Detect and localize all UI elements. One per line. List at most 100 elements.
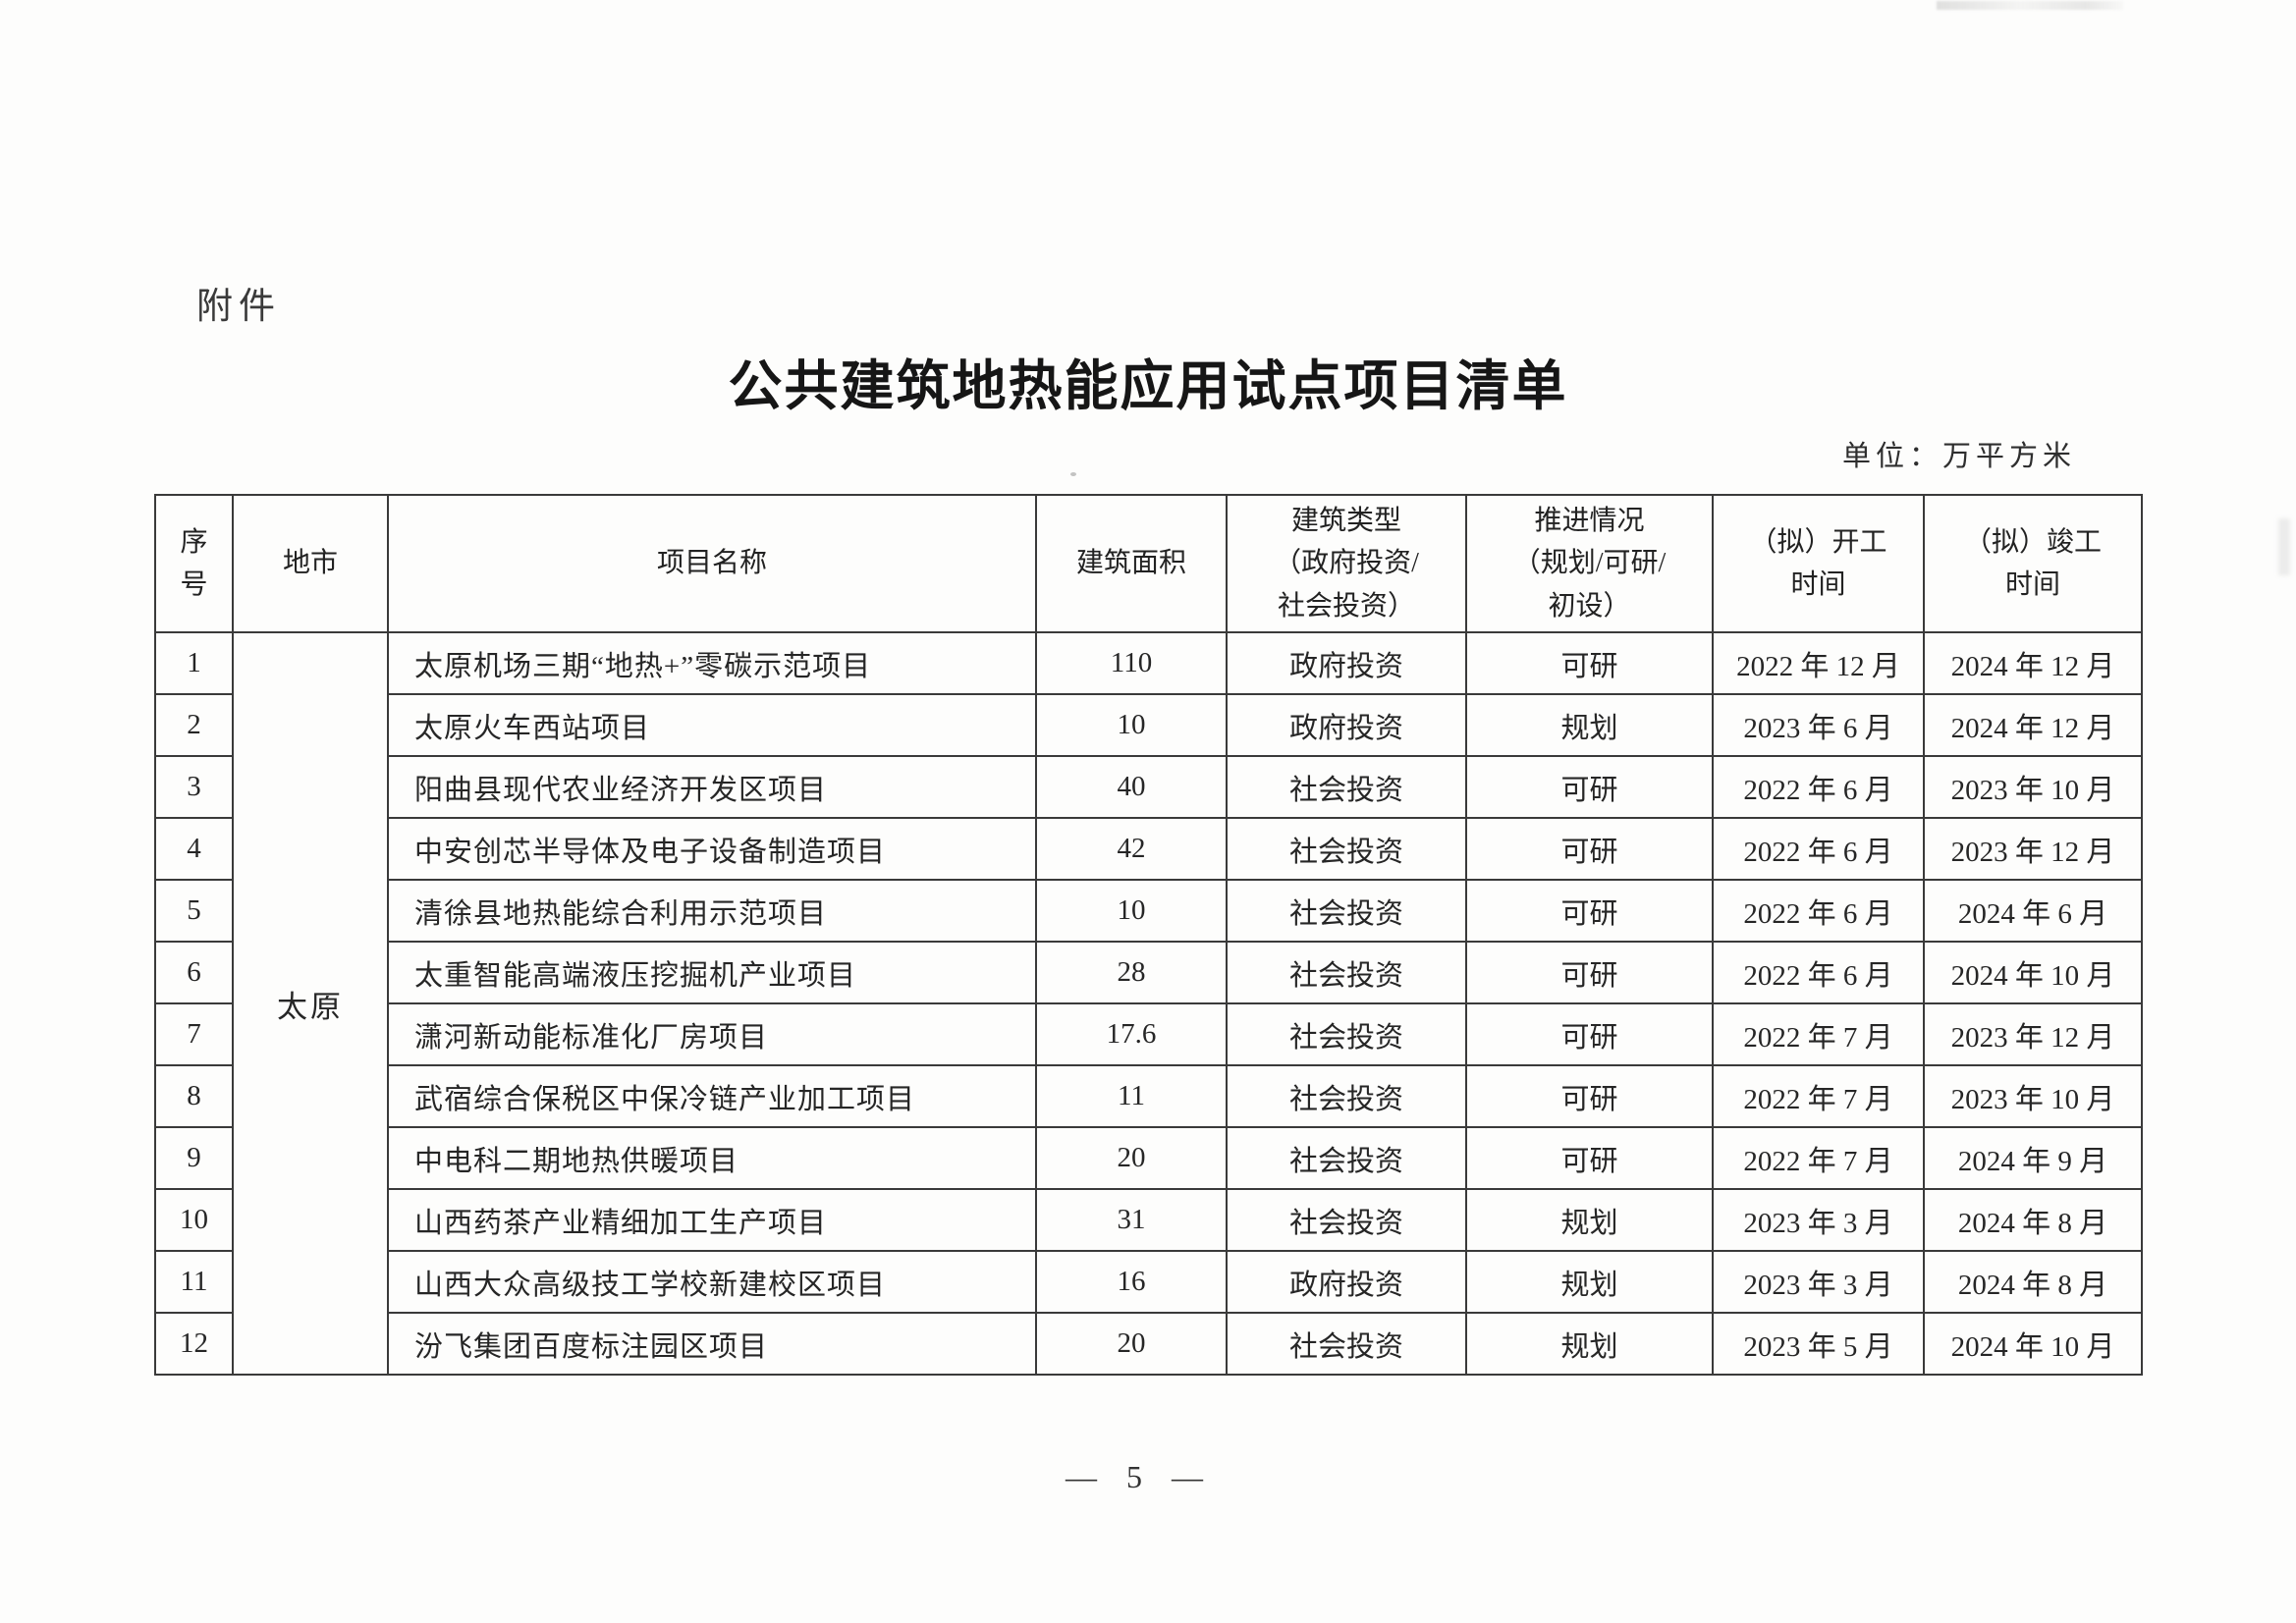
progress-cell: 规划 (1465, 693, 1714, 757)
area-cell: 28 (1035, 941, 1228, 1004)
seq-cell: 11 (154, 1250, 234, 1314)
progress-cell: 可研 (1465, 1064, 1714, 1128)
progress-cell: 规划 (1465, 1250, 1714, 1314)
table-row: 10 山西药茶产业精细加工生产项目 31 社会投资 规划 2023 年 3 月 … (154, 1188, 2143, 1252)
end-date-cell: 2024 年 8 月 (1923, 1188, 2143, 1252)
end-date-cell: 2024 年 12 月 (1923, 631, 2143, 695)
seq-cell: 10 (154, 1188, 234, 1252)
attachment-label: 附件 (196, 287, 281, 327)
projects-table: 序 号 地市 项目名称 建筑面积 建筑类型 （政府投资/ 社会投资） 推进情况 … (154, 494, 2143, 1376)
start-date-cell: 2022 年 6 月 (1712, 755, 1925, 819)
area-cell: 16 (1035, 1250, 1228, 1314)
seq-cell: 6 (154, 941, 234, 1004)
seq-cell: 2 (154, 693, 234, 757)
col-header-start: （拟）开工 时间 (1712, 494, 1925, 633)
end-date-cell: 2023 年 12 月 (1923, 817, 2143, 881)
end-date-cell: 2024 年 6 月 (1923, 879, 2143, 943)
investment-type-cell: 政府投资 (1226, 631, 1467, 695)
area-cell: 20 (1035, 1312, 1228, 1376)
area-cell: 110 (1035, 631, 1228, 695)
table-row: 5 清徐县地热能综合利用示范项目 10 社会投资 可研 2022 年 6 月 2… (154, 879, 2143, 943)
progress-cell: 可研 (1465, 879, 1714, 943)
start-date-cell: 2022 年 7 月 (1712, 1064, 1925, 1128)
seq-cell: 7 (154, 1002, 234, 1066)
seq-cell: 4 (154, 817, 234, 881)
page-number: — 5 — (1066, 1459, 1207, 1494)
scan-artifact (2278, 518, 2290, 575)
area-cell: 42 (1035, 817, 1228, 881)
investment-type-cell: 社会投资 (1226, 941, 1467, 1004)
end-date-cell: 2023 年 10 月 (1923, 1064, 2143, 1128)
area-cell: 31 (1035, 1188, 1228, 1252)
seq-cell: 8 (154, 1064, 234, 1128)
progress-cell: 可研 (1465, 755, 1714, 819)
start-date-cell: 2022 年 7 月 (1712, 1002, 1925, 1066)
investment-type-cell: 政府投资 (1226, 693, 1467, 757)
project-name-cell: 中安创芯半导体及电子设备制造项目 (387, 817, 1037, 881)
investment-type-cell: 社会投资 (1226, 817, 1467, 881)
city-cell: 太原 (232, 631, 389, 1376)
table-row: 4 中安创芯半导体及电子设备制造项目 42 社会投资 可研 2022 年 6 月… (154, 817, 2143, 881)
table-row: 11 山西大众高级技工学校新建校区项目 16 政府投资 规划 2023 年 3 … (154, 1250, 2143, 1314)
progress-cell: 可研 (1465, 817, 1714, 881)
progress-cell: 规划 (1465, 1312, 1714, 1376)
area-cell: 17.6 (1035, 1002, 1228, 1066)
table-body: 1 太原 太原机场三期“地热+”零碳示范项目 110 政府投资 可研 2022 … (154, 631, 2143, 1376)
seq-cell: 1 (154, 631, 234, 695)
seq-cell: 9 (154, 1126, 234, 1190)
end-date-cell: 2024 年 10 月 (1923, 941, 2143, 1004)
table-row: 1 太原 太原机场三期“地热+”零碳示范项目 110 政府投资 可研 2022 … (154, 631, 2143, 1376)
col-header-project: 项目名称 (387, 494, 1037, 633)
start-date-cell: 2022 年 7 月 (1712, 1126, 1925, 1190)
start-date-cell: 2022 年 6 月 (1712, 941, 1925, 1004)
seq-cell: 12 (154, 1312, 234, 1376)
area-cell: 40 (1035, 755, 1228, 819)
scan-artifact (1937, 1, 2123, 10)
table-row: 3 阳曲县现代农业经济开发区项目 40 社会投资 可研 2022 年 6 月 2… (154, 755, 2143, 819)
end-date-cell: 2024 年 10 月 (1923, 1312, 2143, 1376)
progress-cell: 可研 (1465, 1002, 1714, 1066)
end-date-cell: 2023 年 10 月 (1923, 755, 2143, 819)
table-row: 2 太原火车西站项目 10 政府投资 规划 2023 年 6 月 2024 年 … (154, 693, 2143, 757)
progress-cell: 可研 (1465, 941, 1714, 1004)
end-date-cell: 2024 年 8 月 (1923, 1250, 2143, 1314)
col-header-city: 地市 (232, 494, 389, 633)
table-row: 7 潇河新动能标准化厂房项目 17.6 社会投资 可研 2022 年 7 月 2… (154, 1002, 2143, 1066)
start-date-cell: 2023 年 3 月 (1712, 1250, 1925, 1314)
project-name-cell: 阳曲县现代农业经济开发区项目 (387, 755, 1037, 819)
project-name-cell: 太原机场三期“地热+”零碳示范项目 (387, 631, 1037, 695)
col-header-area: 建筑面积 (1035, 494, 1228, 633)
project-name-cell: 太原火车西站项目 (387, 693, 1037, 757)
page-title: 公共建筑地热能应用试点项目清单 (728, 355, 1568, 416)
area-cell: 10 (1035, 879, 1228, 943)
start-date-cell: 2023 年 3 月 (1712, 1188, 1925, 1252)
investment-type-cell: 社会投资 (1226, 755, 1467, 819)
start-date-cell: 2022 年 6 月 (1712, 817, 1925, 881)
investment-type-cell: 政府投资 (1226, 1250, 1467, 1314)
unit-note: 单位：万平方米 (1841, 441, 2076, 472)
start-date-cell: 2023 年 5 月 (1712, 1312, 1925, 1376)
start-date-cell: 2022 年 6 月 (1712, 879, 1925, 943)
col-header-end: （拟）竣工 时间 (1923, 494, 2143, 633)
area-cell: 10 (1035, 693, 1228, 757)
project-name-cell: 太重智能高端液压挖掘机产业项目 (387, 941, 1037, 1004)
progress-cell: 规划 (1465, 1188, 1714, 1252)
table-row: 9 中电科二期地热供暖项目 20 社会投资 可研 2022 年 7 月 2024… (154, 1126, 2143, 1190)
area-cell: 20 (1035, 1126, 1228, 1190)
project-name-cell: 汾飞集团百度标注园区项目 (387, 1312, 1037, 1376)
investment-type-cell: 社会投资 (1226, 1312, 1467, 1376)
start-date-cell: 2022 年 12 月 (1712, 631, 1925, 695)
table-row: 6 太重智能高端液压挖掘机产业项目 28 社会投资 可研 2022 年 6 月 … (154, 941, 2143, 1004)
investment-type-cell: 社会投资 (1226, 1064, 1467, 1128)
area-cell: 11 (1035, 1064, 1228, 1128)
investment-type-cell: 社会投资 (1226, 1188, 1467, 1252)
project-name-cell: 清徐县地热能综合利用示范项目 (387, 879, 1037, 943)
scan-artifact (1070, 472, 1076, 476)
project-name-cell: 潇河新动能标准化厂房项目 (387, 1002, 1037, 1066)
investment-type-cell: 社会投资 (1226, 879, 1467, 943)
progress-cell: 可研 (1465, 631, 1714, 695)
table-row: 8 武宿综合保税区中保冷链产业加工项目 11 社会投资 可研 2022 年 7 … (154, 1064, 2143, 1128)
col-header-type: 建筑类型 （政府投资/ 社会投资） (1226, 494, 1467, 633)
project-name-cell: 中电科二期地热供暖项目 (387, 1126, 1037, 1190)
